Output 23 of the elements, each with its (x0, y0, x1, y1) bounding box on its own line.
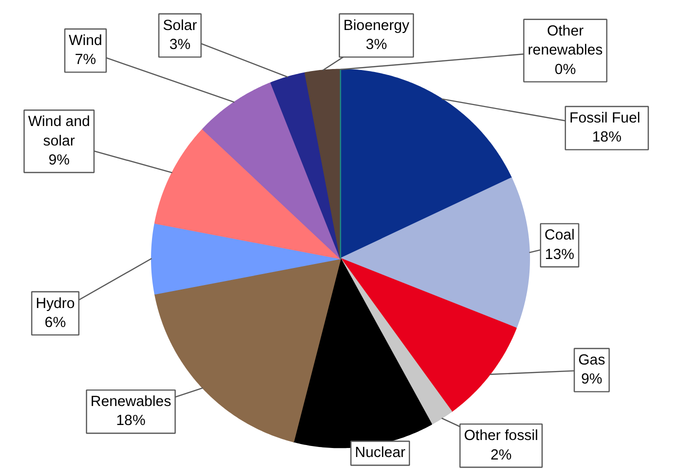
data-label: 18% (116, 413, 146, 430)
slice-label: Renewables (90, 394, 172, 410)
slice-label: Nuclear (354, 445, 406, 462)
slice-label: Bioenergy (343, 18, 410, 34)
slice-label: Gas (578, 352, 606, 368)
slice-label: Wind (68, 32, 102, 49)
slice-label: Wind and solar (28, 114, 90, 150)
slice-label: Coal (544, 228, 575, 244)
slice-label: Other fossil (464, 428, 538, 444)
slice-label: Fossil Fuel (569, 110, 640, 126)
data-label: 18% (592, 130, 622, 146)
data-label: 9% (581, 372, 602, 388)
data-label: 2% (490, 447, 512, 464)
data-label: 9% (48, 152, 70, 169)
data-label: 3% (169, 37, 191, 54)
data-label: 3% (366, 37, 387, 54)
text: 0% (554, 62, 576, 78)
data-label: 13% (544, 246, 574, 263)
data-label: 7% (74, 52, 96, 68)
slice-label: Solar (162, 18, 198, 34)
data-label: 6% (44, 314, 66, 331)
category-label: Other renewables (528, 23, 603, 59)
slice-label: Hydro (36, 296, 75, 312)
